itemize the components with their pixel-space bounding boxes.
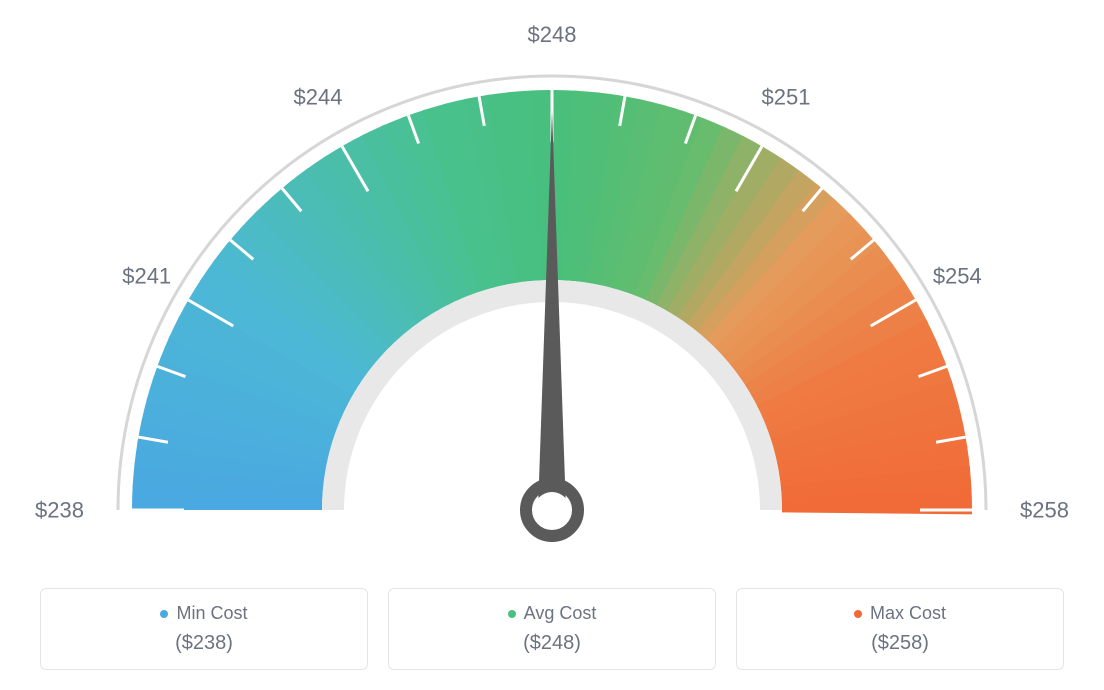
cost-gauge-chart: $238 $241 $244 $248 $251 $254 $258 Min Cost ($…	[0, 0, 1104, 690]
legend-value-max: ($258)	[747, 632, 1053, 655]
dot-icon	[508, 610, 516, 618]
legend-card-avg: Avg Cost ($248)	[388, 588, 716, 670]
legend-card-max: Max Cost ($258)	[736, 588, 1064, 670]
legend-title-min: Min Cost	[160, 603, 247, 624]
legend-label-min: Min Cost	[176, 603, 247, 624]
legend-value-min: ($238)	[51, 632, 357, 655]
legend-card-min: Min Cost ($238)	[40, 588, 368, 670]
svg-text:$254: $254	[933, 264, 982, 289]
dot-icon	[160, 610, 168, 618]
svg-text:$238: $238	[35, 498, 84, 523]
legend-title-max: Max Cost	[854, 603, 946, 624]
legend-label-avg: Avg Cost	[524, 603, 597, 624]
legend-row: Min Cost ($238) Avg Cost ($248) Max Cost…	[40, 588, 1064, 670]
svg-text:$244: $244	[294, 85, 343, 110]
legend-label-max: Max Cost	[870, 603, 946, 624]
gauge-area: $238 $241 $244 $248 $251 $254 $258	[0, 0, 1104, 560]
legend-value-avg: ($248)	[399, 632, 705, 655]
gauge-svg: $238 $241 $244 $248 $251 $254 $258	[0, 0, 1104, 560]
svg-text:$251: $251	[762, 85, 811, 110]
svg-text:$241: $241	[122, 264, 171, 289]
legend-title-avg: Avg Cost	[508, 603, 597, 624]
svg-text:$258: $258	[1020, 498, 1069, 523]
svg-text:$248: $248	[528, 22, 577, 47]
dot-icon	[854, 610, 862, 618]
